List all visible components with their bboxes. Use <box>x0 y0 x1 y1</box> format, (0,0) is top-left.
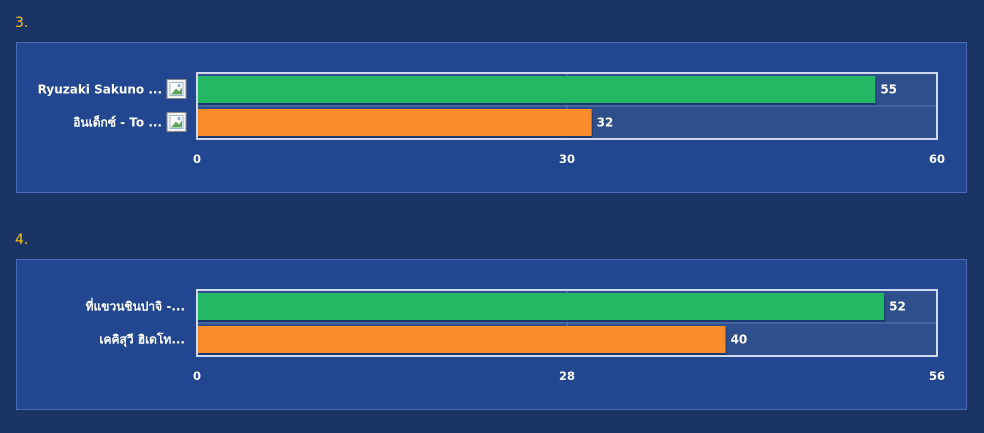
bar-value-label: 32 <box>597 116 614 130</box>
x-tick-label: 30 <box>559 152 575 166</box>
bar <box>198 76 876 103</box>
bar-chart: 52 ที่แขวนชินปาจิ -... 40 เคคิสุวี ฮิเดโท..… <box>86 289 945 383</box>
category-label: Ryuzaki Sakuno ... <box>38 83 162 97</box>
plot-border <box>196 289 938 357</box>
chart-panel: 55 Ryuzaki Sakuno ... 32 อินเด็กซ์ - To ...… <box>16 42 967 193</box>
x-tick-label: 60 <box>929 152 945 166</box>
broken-image-icon <box>166 79 187 99</box>
bar-value-label: 52 <box>889 300 906 314</box>
category-label: ที่แขวนชินปาจิ -... <box>86 298 185 314</box>
bar-value-label: 40 <box>731 333 748 347</box>
bar-chart: 55 Ryuzaki Sakuno ... 32 อินเด็กซ์ - To ...… <box>38 72 945 166</box>
x-tick-label: 28 <box>559 369 575 383</box>
bar <box>198 109 592 136</box>
bar-value-label: 55 <box>880 83 897 97</box>
chart-number: 4. <box>15 232 29 248</box>
chart-number: 3. <box>15 15 29 31</box>
bar <box>198 293 885 320</box>
bar <box>198 326 726 353</box>
category-label: อินเด็กซ์ - To ... <box>73 115 162 130</box>
plot-border <box>196 72 938 140</box>
category-label: เคคิสุวี ฮิเดโท... <box>99 332 185 348</box>
chart-panel: 52 ที่แขวนชินปาจิ -... 40 เคคิสุวี ฮิเดโท..… <box>16 259 967 410</box>
x-tick-label: 0 <box>193 369 201 383</box>
broken-image-icon <box>166 112 187 132</box>
x-tick-label: 56 <box>929 369 945 383</box>
x-tick-label: 0 <box>193 152 201 166</box>
